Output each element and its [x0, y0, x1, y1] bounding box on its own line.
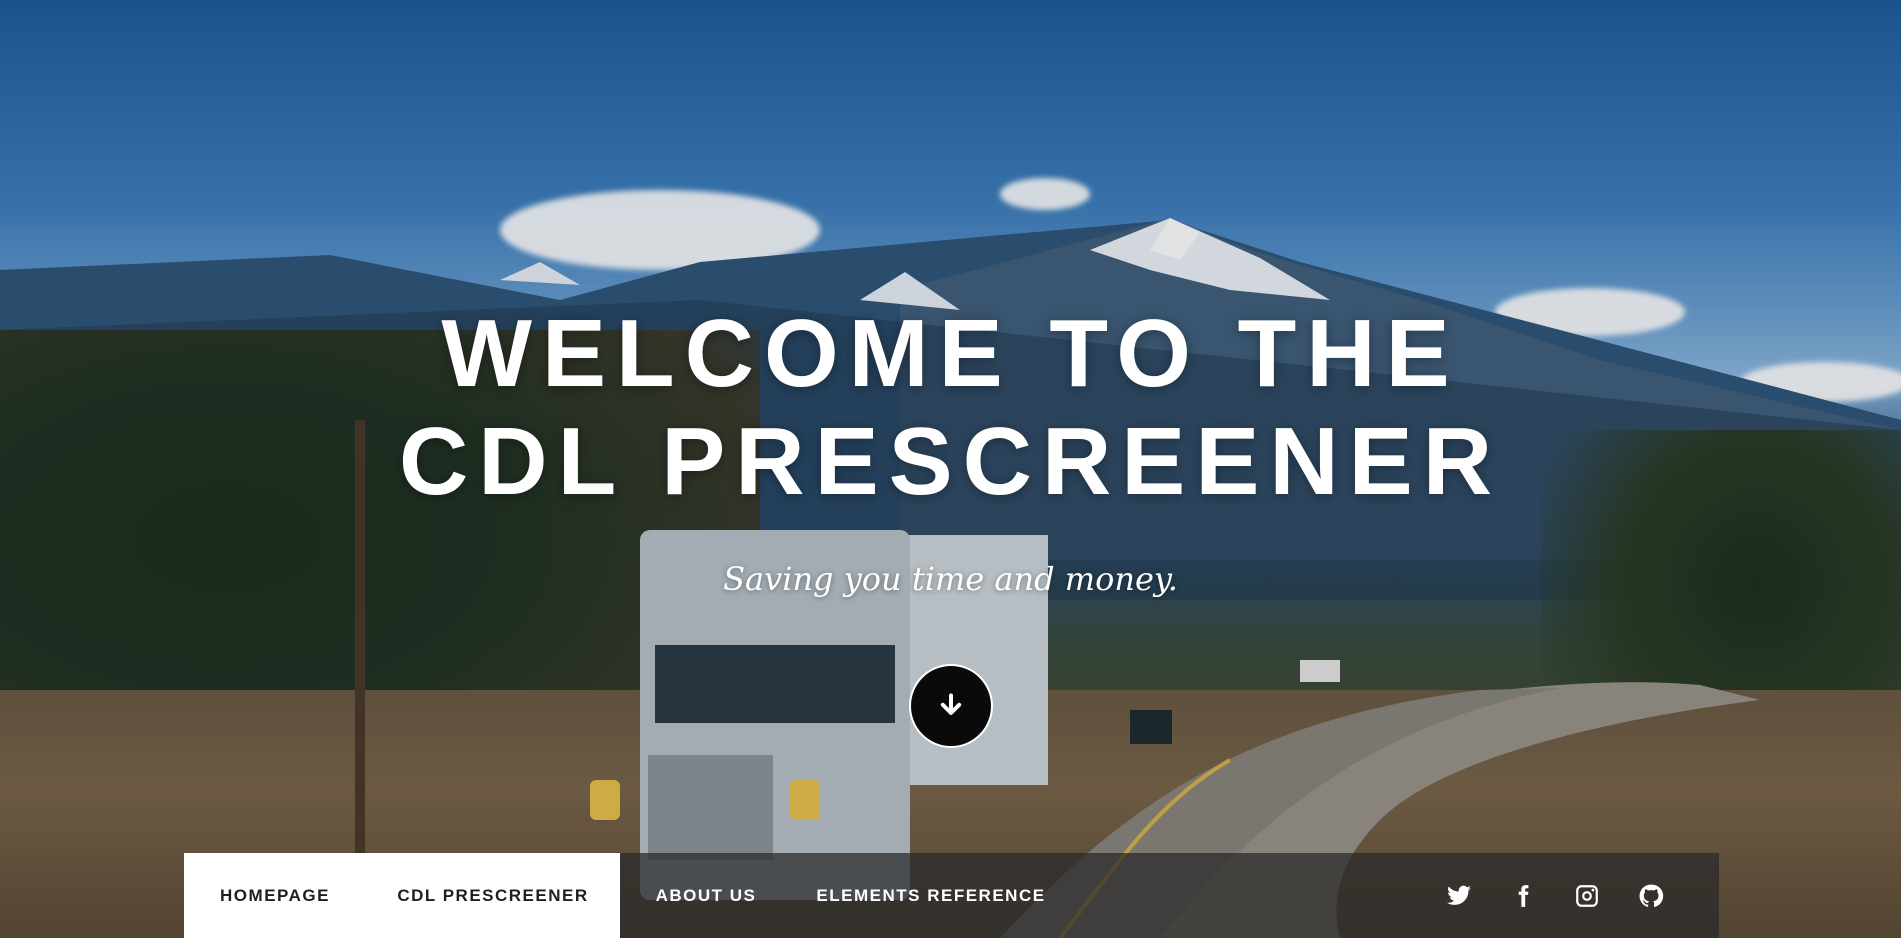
title-line-1: WELCOME TO THE [441, 300, 1460, 407]
page-title: WELCOME TO THE CDL PRESCREENER [0, 300, 1901, 516]
nav-item-homepage[interactable]: HOMEPAGE [184, 853, 366, 938]
social-links [1446, 853, 1664, 938]
instagram-icon[interactable] [1574, 883, 1600, 909]
scroll-down-button[interactable] [909, 664, 993, 748]
arrow-down-icon [940, 693, 962, 715]
github-icon[interactable] [1638, 883, 1664, 909]
facebook-icon[interactable] [1510, 883, 1536, 909]
nav-item-about-us[interactable]: ABOUT US [655, 885, 757, 905]
title-line-2: CDL PRESCREENER [398, 408, 1503, 515]
cloud [1000, 178, 1090, 210]
main-nav: HOMEPAGE CDL PRESCREENER ABOUT US ELEMEN… [184, 853, 1719, 938]
nav-item-elements-reference[interactable]: ELEMENTS REFERENCE [816, 885, 1046, 905]
tagline: Saving you time and money. [723, 560, 1178, 598]
twitter-icon[interactable] [1446, 883, 1472, 909]
nav-item-cdl-prescreener[interactable]: CDL PRESCREENER [366, 853, 620, 938]
